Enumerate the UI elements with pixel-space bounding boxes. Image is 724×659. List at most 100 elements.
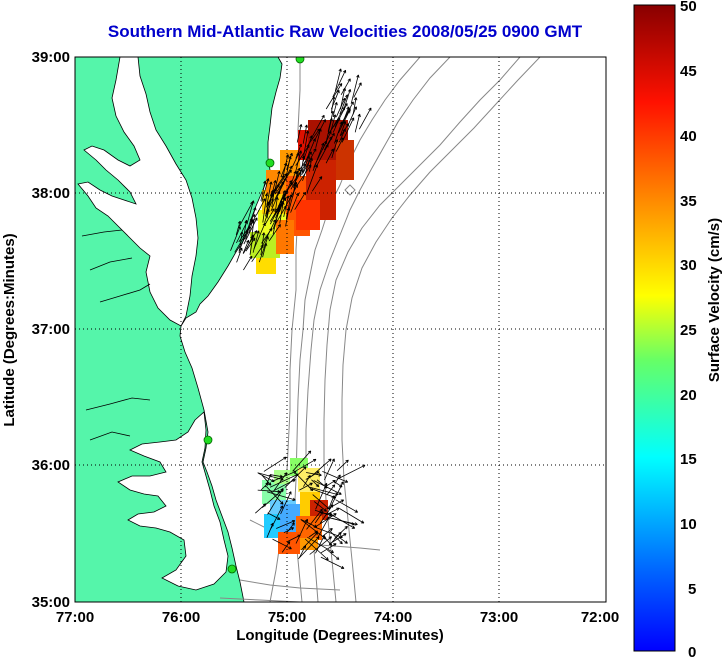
velocity-arrow xyxy=(350,74,360,104)
velocity-arrow xyxy=(296,124,303,143)
velocity-arrow xyxy=(295,458,317,472)
velocity-arrow xyxy=(258,236,269,263)
velocity-arrow xyxy=(261,227,273,244)
velocity-arrow xyxy=(328,119,339,134)
velocity-arrow xyxy=(299,482,313,491)
velocity-arrow xyxy=(353,82,362,98)
velocity-arrow xyxy=(328,495,335,510)
velocity-arrow xyxy=(282,154,290,179)
velocity-arrow xyxy=(330,89,340,110)
velocity-arrow xyxy=(260,232,266,256)
station-marker xyxy=(295,57,305,64)
velocity-arrow xyxy=(339,508,365,524)
velocity-arrow xyxy=(230,226,241,251)
velocity-arrow xyxy=(325,479,336,487)
velocity-arrow xyxy=(276,520,296,529)
velocity-arrow xyxy=(261,475,272,486)
plot-frame xyxy=(74,56,607,603)
velocity-arrow xyxy=(306,508,323,530)
y-tick-label: 36:00 xyxy=(32,457,70,474)
velocity-arrows-north xyxy=(230,68,372,271)
velocity-arrow xyxy=(331,96,336,113)
velocity-arrow xyxy=(281,541,291,553)
velocity-arrow xyxy=(327,549,340,560)
velocity-arrow xyxy=(280,491,292,515)
velocity-arrows-south xyxy=(255,450,366,569)
velocity-arrow xyxy=(242,239,250,254)
velocity-arrow xyxy=(294,191,306,210)
velocity-arrow xyxy=(267,491,296,501)
velocity-arrow xyxy=(265,193,273,215)
velocity-arrow xyxy=(246,235,254,249)
velocity-arrow xyxy=(326,132,335,147)
velocity-arrow xyxy=(332,102,338,117)
colorbar-tick-label: 20 xyxy=(680,387,697,404)
y-tick-label: 35:00 xyxy=(32,594,70,611)
velocity-arrow xyxy=(315,513,337,528)
colorbar-tick-label: 40 xyxy=(680,128,697,145)
grid-lines xyxy=(75,57,606,602)
velocity-arrow xyxy=(262,193,269,223)
velocity-arrow xyxy=(309,536,332,555)
x-tick-label: 75:00 xyxy=(268,609,306,626)
velocity-arrow xyxy=(322,471,349,483)
velocity-arrow xyxy=(341,117,355,143)
station-marker xyxy=(203,435,213,445)
colorbar-tick-label: 0 xyxy=(688,644,696,659)
velocity-arrow xyxy=(264,208,275,226)
radar-stations xyxy=(203,57,305,574)
velocity-arrow xyxy=(268,224,281,242)
x-tick-label: 72:00 xyxy=(581,609,619,626)
colorbar-tick-label: 45 xyxy=(680,63,697,80)
velocity-arrow xyxy=(334,121,343,144)
colorbar-tick-label: 5 xyxy=(688,581,696,598)
velocity-arrow xyxy=(320,543,337,554)
velocity-arrow xyxy=(267,512,281,520)
velocity-arrow xyxy=(274,181,285,201)
velocity-arrow xyxy=(302,130,310,159)
velocity-arrow xyxy=(334,68,342,92)
velocity-arrow xyxy=(275,200,283,219)
velocity-arrow xyxy=(313,526,343,539)
colorbar-gradient xyxy=(633,4,676,652)
station-marker xyxy=(227,564,237,574)
y-axis-label: Latitude (Degrees:Minutes) xyxy=(1,233,18,426)
velocity-arrow xyxy=(315,128,322,149)
velocity-arrow xyxy=(335,499,359,513)
velocity-arrow xyxy=(258,472,275,482)
velocity-arrow xyxy=(310,458,332,478)
velocity-arrow xyxy=(255,503,267,514)
velocity-arrow xyxy=(352,97,358,115)
velocity-arrow xyxy=(298,151,312,171)
velocity-arrow xyxy=(328,533,347,545)
velocity-arrow xyxy=(358,107,372,130)
velocity-arrow xyxy=(354,113,361,133)
velocity-arrow xyxy=(311,479,320,488)
velocity-arrow xyxy=(327,517,358,526)
velocity-arrow xyxy=(311,176,323,192)
velocity-arrow xyxy=(303,474,311,487)
colorbar-tick-label: 50 xyxy=(680,0,697,15)
rivers xyxy=(81,229,151,441)
x-axis: 77:00 76:00 75:00 74:00 73:00 72:00 Long… xyxy=(56,609,619,644)
velocity-arrow xyxy=(274,479,296,491)
pamlico-sound xyxy=(117,411,229,591)
velocity-arrow xyxy=(272,538,292,550)
velocity-arrow xyxy=(305,471,320,480)
colorbar-tick-label: 35 xyxy=(680,193,697,210)
x-tick-label: 77:00 xyxy=(56,609,94,626)
velocity-arrow xyxy=(251,244,264,263)
velocity-arrow xyxy=(243,255,253,271)
velocity-arrow xyxy=(335,137,344,152)
colorbar-tick-label: 10 xyxy=(680,516,697,533)
velocity-arrow xyxy=(263,456,287,472)
velocity-arrow xyxy=(273,470,297,482)
velocity-arrow xyxy=(325,148,334,164)
velocity-arrow xyxy=(270,505,284,529)
velocity-arrow xyxy=(247,200,255,222)
velocity-arrow xyxy=(245,217,253,240)
velocity-arrow xyxy=(267,488,284,515)
colorbar: 50 45 40 35 30 25 20 15 10 5 0 Surface V… xyxy=(633,0,723,659)
y-axis: 39:00 38:00 37:00 36:00 35:00 Latitude (… xyxy=(1,49,70,611)
velocity-arrow xyxy=(289,170,297,188)
